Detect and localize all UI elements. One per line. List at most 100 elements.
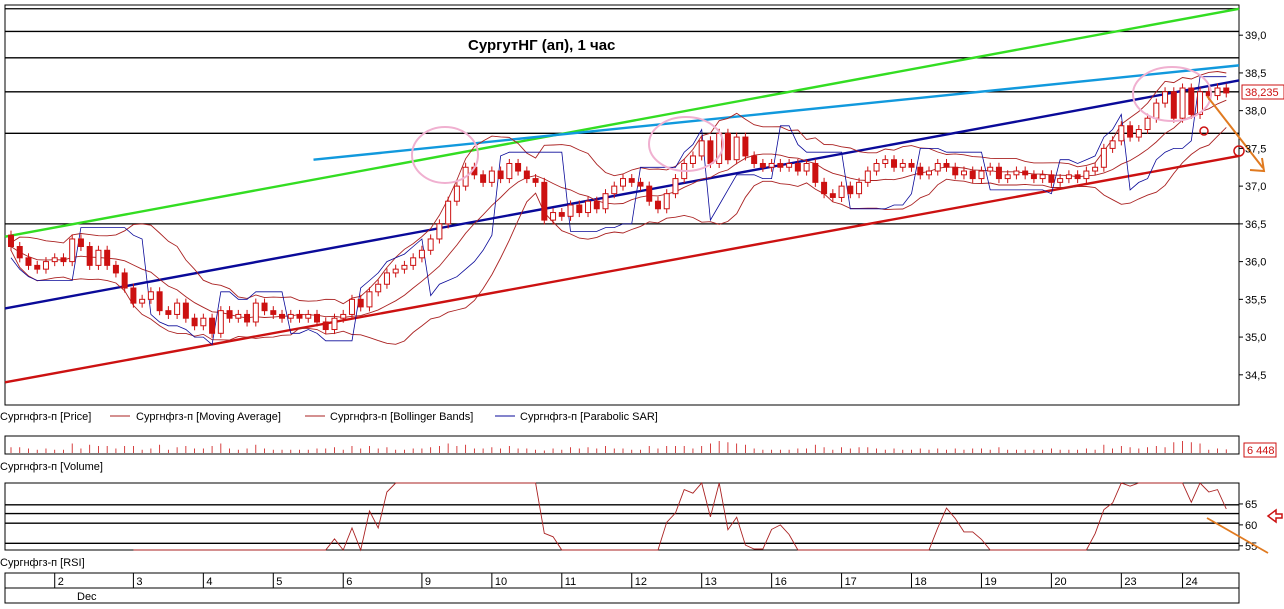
- last-price-label: 38,235: [1245, 87, 1279, 99]
- candle-body: [1039, 174, 1046, 180]
- y-tick-label: 38,0: [1245, 106, 1266, 118]
- candle-body: [847, 185, 854, 195]
- candle-body: [147, 291, 154, 300]
- candle-body: [69, 238, 76, 263]
- bollinger-band-line: [10, 71, 1227, 305]
- rsi-arrow-icon: [1266, 508, 1283, 524]
- candle-body: [646, 185, 653, 202]
- parabolic-sar-line: [10, 76, 1227, 346]
- candle-body: [943, 162, 950, 168]
- y-tick-label: 37,0: [1245, 181, 1266, 193]
- trend-line: [313, 64, 1240, 161]
- horizontal-levels: [5, 8, 1239, 225]
- candle-body: [541, 181, 548, 221]
- legend-bollinger-bands: Сургнфгз-п [Bollinger Bands]: [330, 411, 473, 423]
- candle-body: [593, 200, 600, 210]
- legend: Сургнфгз-п [Price] Сургнфгз-п [Moving Av…: [0, 411, 658, 423]
- candle-body: [1065, 174, 1072, 180]
- candle-body: [200, 317, 207, 327]
- x-tick-label: 12: [635, 576, 647, 588]
- trend-lines: [4, 7, 1240, 384]
- x-tick-label: 5: [276, 576, 282, 588]
- down-arrow-line: [1206, 95, 1264, 169]
- volume-panel: [4, 435, 1240, 455]
- candle-body: [786, 162, 793, 168]
- candle-body: [427, 238, 434, 251]
- candle-body: [654, 200, 661, 210]
- candle-body: [497, 170, 504, 180]
- candle-body: [1100, 147, 1107, 168]
- y-tick-label: 34,5: [1245, 370, 1266, 382]
- candle-body: [864, 170, 871, 183]
- y-tick-label: 38,5: [1245, 68, 1266, 80]
- candle-body: [733, 136, 740, 161]
- rsi-down-arrow: [1206, 517, 1269, 554]
- x-tick-label: 20: [1054, 576, 1066, 588]
- candle-body: [506, 162, 513, 180]
- candle-body: [174, 302, 181, 315]
- candle-body: [34, 264, 41, 270]
- candle-body: [1057, 178, 1064, 183]
- legend-rsi: Сургнфгз-п [RSI]: [0, 557, 85, 569]
- x-tick-label: 6: [346, 576, 352, 588]
- trend-line: [4, 154, 1240, 384]
- candle-body: [777, 162, 784, 168]
- candle-body: [532, 178, 539, 183]
- candle-body: [445, 200, 452, 225]
- candle-body: [960, 170, 967, 176]
- candle-body: [1153, 102, 1160, 119]
- candle-body: [794, 162, 801, 172]
- candle-body: [558, 212, 565, 217]
- candle-body: [235, 313, 242, 319]
- candle-body: [1197, 91, 1204, 115]
- candle-body: [77, 238, 84, 248]
- candle-body: [480, 174, 487, 183]
- candle-body: [908, 162, 915, 168]
- marker-circle: [1233, 145, 1245, 157]
- candle-body: [995, 166, 1002, 180]
- candle-body: [978, 170, 985, 180]
- x-tick-label: 16: [775, 576, 787, 588]
- candle-body: [821, 181, 828, 195]
- y-tick-label: 36,5: [1245, 219, 1266, 231]
- candle-body: [882, 159, 889, 164]
- candle-body: [1162, 91, 1169, 104]
- candle-body: [16, 246, 23, 259]
- x-tick-label: 3: [136, 576, 142, 588]
- candle-body: [270, 310, 277, 315]
- x-tick-label: 13: [705, 576, 717, 588]
- candle-body: [1188, 87, 1195, 115]
- candle-body: [488, 170, 495, 183]
- x-tick-label: 17: [845, 576, 857, 588]
- x-tick-label: 23: [1124, 576, 1136, 588]
- candle-body: [418, 249, 425, 259]
- candle-body: [759, 162, 766, 168]
- x-tick-label: 10: [495, 576, 507, 588]
- candle-body: [567, 204, 574, 217]
- candle-body: [322, 321, 329, 331]
- y-tick-label: 36,0: [1245, 257, 1266, 269]
- candle-body: [1214, 87, 1221, 97]
- trend-line: [4, 7, 1240, 238]
- legend-moving-average: Сургнфгз-п [Moving Average]: [136, 411, 281, 423]
- candles: [8, 83, 1230, 338]
- candle-body: [1048, 174, 1055, 183]
- candle-body: [340, 313, 347, 319]
- candle-body: [305, 313, 312, 319]
- candle-body: [165, 310, 172, 315]
- highlight-ellipse: [648, 116, 724, 172]
- candle-body: [611, 185, 618, 195]
- candle-body: [8, 234, 14, 248]
- x-tick-label: 9: [425, 576, 431, 588]
- candle-body: [829, 193, 836, 198]
- candle-body: [698, 140, 705, 157]
- rsi-tick-label: 65: [1245, 499, 1257, 511]
- candle-body: [987, 166, 994, 172]
- x-tick-label: 19: [984, 576, 996, 588]
- annotations: [411, 66, 1266, 184]
- bollinger-bands: [10, 71, 1227, 345]
- candle-body: [1004, 174, 1011, 180]
- rsi-series-line: [133, 482, 1227, 552]
- candle-body: [436, 223, 443, 240]
- volume-last-label: 6 448: [1247, 445, 1275, 457]
